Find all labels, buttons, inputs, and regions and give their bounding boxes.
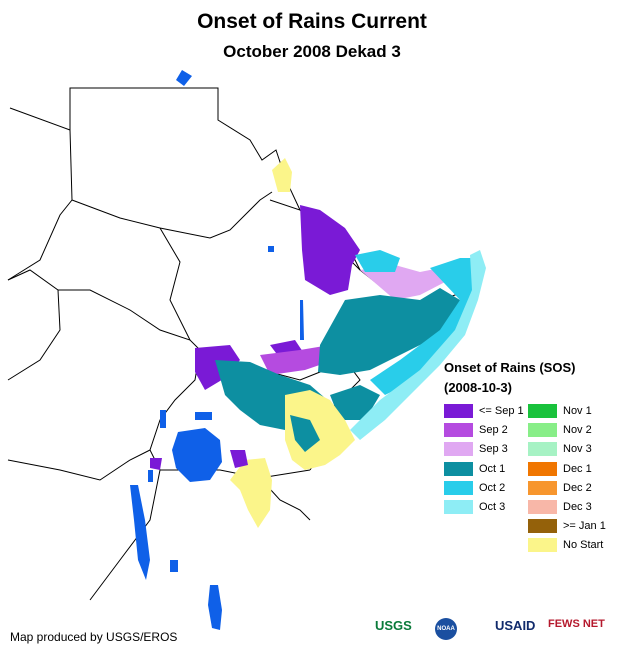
legend-label: Nov 3: [563, 443, 592, 456]
zone-sep2: [260, 335, 345, 375]
legend-swatch: [444, 500, 473, 514]
noaa-logo: NOAA: [435, 618, 457, 640]
legend-item: <= Sep 1: [444, 404, 524, 418]
legend-item: Dec 3: [528, 500, 592, 514]
legend-item: Nov 2: [528, 423, 592, 438]
legend-swatch: [444, 480, 473, 495]
map-subtitle: October 2008 Dekad 3: [223, 42, 401, 61]
legend-label: Sep 3: [479, 443, 508, 456]
zone-sep1: [230, 450, 248, 468]
legend-item: Oct 1: [444, 461, 506, 476]
zone-oct3: [350, 250, 486, 440]
legend-item: Oct 2: [444, 480, 506, 495]
zone-sep1: [300, 205, 360, 295]
legend-swatch: [528, 461, 557, 476]
usgs-logo: USGS: [375, 618, 412, 633]
onset-zones: [150, 158, 486, 528]
legend-item: Nov 3: [528, 442, 592, 457]
legend-item: Dec 2: [528, 480, 592, 495]
legend-label: Dec 2: [563, 481, 592, 494]
legend-item: Sep 3: [444, 442, 508, 457]
legend-label: Oct 1: [479, 462, 506, 475]
legend-item: >= Jan 1: [528, 519, 606, 534]
legend-label: >= Jan 1: [563, 520, 606, 533]
lake-victoria: [172, 428, 222, 482]
legend-label: Dec 1: [563, 462, 592, 475]
lake-kyoga: [195, 412, 212, 420]
zone-sep3: [360, 265, 445, 300]
legend-label: <= Sep 1: [479, 405, 524, 417]
legend-swatch: [444, 404, 473, 418]
legend-item: Oct 3: [444, 500, 505, 514]
legend-item: Nov 1: [528, 404, 592, 418]
legend-label: Dec 3: [563, 501, 592, 513]
legend-label: Nov 2: [563, 424, 592, 437]
map-title: Onset of Rains Current: [197, 10, 427, 33]
lake-kivu: [148, 470, 153, 482]
red-sea-islands: [176, 70, 192, 86]
zone-no-start: [230, 458, 272, 528]
legend-label: Oct 3: [479, 501, 506, 513]
map-credit: Map produced by USGS/EROS: [10, 630, 178, 644]
lake-rukwa: [170, 560, 178, 572]
legend-label: Nov 1: [563, 405, 592, 417]
legend-swatch: [444, 423, 473, 438]
legend-swatch: [528, 480, 557, 495]
lake-albert: [160, 410, 166, 428]
legend-swatch: [528, 404, 557, 418]
zone-oct2: [355, 250, 400, 272]
legend-swatch: [528, 442, 557, 457]
legend-label: Oct 2: [479, 481, 506, 494]
zone-oct1: [290, 415, 320, 452]
legend-item: No Start: [528, 538, 604, 553]
zone-no-start: [272, 158, 292, 192]
fewsnet-logo: FEWS NET: [548, 618, 605, 630]
legend-label: No Start: [563, 539, 604, 552]
lake-tana: [268, 246, 274, 252]
legend-item: Sep 2: [444, 423, 508, 438]
legend-swatch: [528, 500, 557, 514]
legend-item: Dec 1: [528, 461, 592, 476]
legend-swatch: [444, 442, 473, 457]
zone-no-start: [285, 390, 355, 470]
legend-title: Onset of Rains (SOS): [444, 360, 576, 375]
zone-oct1: [330, 385, 380, 420]
zone-sep1: [150, 458, 162, 470]
legend-swatch: [528, 538, 557, 553]
legend-swatch: [528, 423, 557, 438]
lake-tanganyika: [130, 485, 150, 580]
zone-oct1: [318, 288, 460, 375]
legend-swatch: [528, 519, 557, 534]
usaid-logo: USAID: [495, 618, 536, 633]
lake-turkana: [300, 300, 304, 340]
legend-date: (2008-10-3): [444, 380, 512, 395]
legend-label: Sep 2: [479, 424, 508, 437]
lake-malawi: [208, 585, 222, 630]
water-bodies: [130, 70, 304, 630]
legend-swatch: [444, 461, 473, 476]
